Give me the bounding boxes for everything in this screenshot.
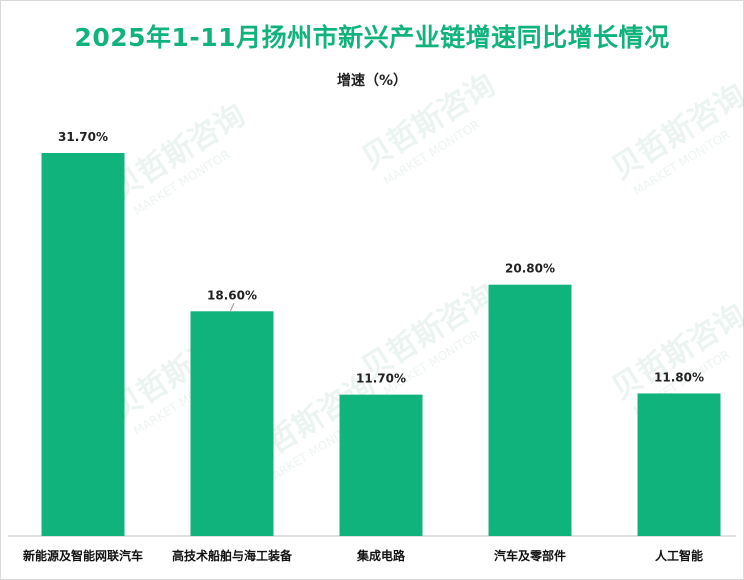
chart-title: 2025年1-11月扬州市新兴产业链增速同比增长情况 [74,23,670,52]
category-label-1: 新能源及智能网联汽车 [23,548,143,563]
leader-line [229,302,235,313]
category-label-5: 人工智能 [655,548,703,563]
bar-3 [339,394,423,536]
data-label-3: 11.70% [356,372,406,386]
category-label-3: 集成电路 [356,548,406,563]
bar-5 [637,393,721,536]
chart-subtitle: 增速（%） [336,73,408,89]
category-label-4: 汽车及零部件 [494,548,566,563]
bar-4 [488,284,572,536]
data-label-4: 20.80% [505,262,555,276]
data-label-2: 18.60% [207,288,257,302]
data-label-5: 11.80% [654,370,704,384]
bar-2 [190,311,274,536]
category-label-2: 高技术船舶与海工装备 [172,548,293,563]
bars-group: 31.70% 新能源及智能网联汽车 18.60% 高技术船舶与海工装备 11.70% 集成… [23,130,721,563]
bar-1 [41,153,125,536]
data-label-1: 31.70% [58,130,108,144]
